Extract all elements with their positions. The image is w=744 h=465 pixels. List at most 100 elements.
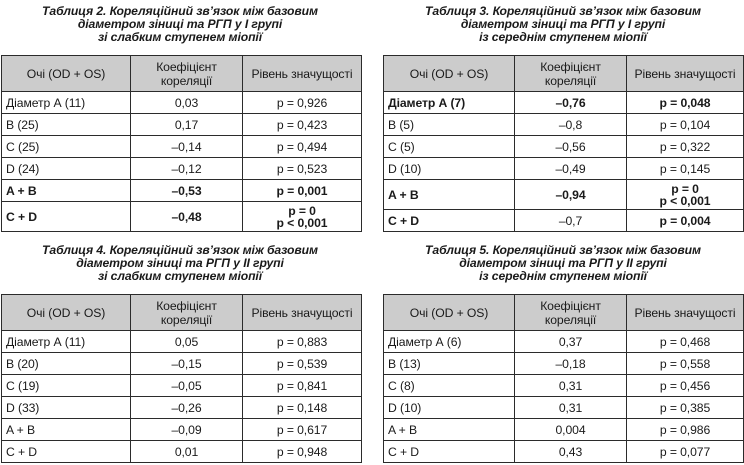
row-label: D (10) (383, 396, 515, 419)
row-significance: p = 0,048 (626, 91, 744, 114)
row-label: Діаметр А (11) (1, 91, 131, 114)
row-coefficient: 0,43 (514, 440, 627, 463)
table-5: Очі (OD + OS) Коефіцієнт кореляції Рівен… (383, 294, 744, 463)
row-significance: p = 0,423 (242, 113, 362, 136)
row-coefficient: –0,53 (130, 179, 243, 202)
table-2-caption: Таблиця 2. Кореляційний зв’язок між базо… (0, 5, 360, 44)
header-coefficient: Коефіцієнт кореляції (514, 55, 627, 92)
table-row: C + D 0,43 p = 0,077 (383, 440, 744, 463)
row-significance: p = 0,948 (242, 440, 362, 463)
caption-line: із середнім ступенем міопії (479, 30, 647, 44)
caption-line: Таблиця 2. Кореляційний зв’язок між базо… (42, 4, 318, 18)
row-label: B (13) (383, 352, 515, 375)
row-label: B (20) (1, 352, 131, 375)
header-eyes: Очі (OD + OS) (383, 55, 515, 92)
row-label: D (10) (383, 157, 515, 180)
row-label: A + B (383, 418, 515, 441)
row-significance: p = 0,883 (242, 330, 362, 353)
table-row: Діаметр А (11) 0,03 p = 0,926 (1, 91, 362, 114)
row-label: C (25) (1, 135, 131, 158)
row-label: C + D (1, 201, 131, 232)
row-significance: p = 0,077 (626, 440, 744, 463)
row-label: Діаметр А (7) (383, 91, 515, 114)
caption-line: діаметром зіниці та РГП у І групі (77, 17, 283, 31)
row-significance: p = 0,523 (242, 157, 362, 180)
row-label: D (24) (1, 157, 131, 180)
row-coefficient: 0,01 (130, 440, 243, 463)
header-eyes: Очі (OD + OS) (383, 294, 515, 331)
row-significance: p = 0,986 (626, 418, 744, 441)
table-row: B (5) –0,8 p = 0,104 (383, 113, 744, 136)
row-significance: p = 0,558 (626, 352, 744, 375)
header-eyes: Очі (OD + OS) (1, 55, 131, 92)
row-significance: p = 0,148 (242, 396, 362, 419)
caption-line: діаметром зіниці та РГП у ІІ групі (76, 256, 284, 270)
table-row: Діаметр А (6) 0,37 p = 0,468 (383, 330, 744, 353)
header-coefficient: Коефіцієнт кореляції (514, 294, 627, 331)
row-label: B (5) (383, 113, 515, 136)
row-label: C (8) (383, 374, 515, 397)
header-significance: Рівень значущості (626, 294, 744, 331)
row-label: D (33) (1, 396, 131, 419)
caption-line: діаметром зіниці та РГП у І групі (460, 17, 666, 31)
row-coefficient: 0,31 (514, 374, 627, 397)
table-3: Очі (OD + OS) Коефіцієнт кореляції Рівен… (383, 55, 744, 232)
table-row: C + D 0,01 p = 0,948 (1, 440, 362, 463)
table-4: Очі (OD + OS) Коефіцієнт кореляції Рівен… (1, 294, 362, 463)
table-row: C (25) –0,14 p = 0,494 (1, 135, 362, 158)
row-coefficient: 0,17 (130, 113, 243, 136)
caption-line: Таблиця 3. Кореляційний зв’язок між базо… (425, 4, 701, 18)
row-coefficient: –0,7 (514, 209, 627, 232)
table-row: Діаметр А (11) 0,05 p = 0,883 (1, 330, 362, 353)
row-coefficient: –0,56 (514, 135, 627, 158)
row-coefficient: –0,18 (514, 352, 627, 375)
table-row: A + B –0,53 p = 0,001 (1, 179, 362, 202)
table-row: Діаметр А (7) –0,76 p = 0,048 (383, 91, 744, 114)
table-row: C + D –0,7 p = 0,004 (383, 209, 744, 232)
row-coefficient: –0,94 (514, 179, 627, 210)
row-significance: p = 0,468 (626, 330, 744, 353)
row-coefficient: 0,05 (130, 330, 243, 353)
row-coefficient: –0,8 (514, 113, 627, 136)
row-significance: p = 0,494 (242, 135, 362, 158)
row-significance: p = 0,841 (242, 374, 362, 397)
table-row: C (5) –0,56 p = 0,322 (383, 135, 744, 158)
table-row: B (20) –0,15 p = 0,539 (1, 352, 362, 375)
row-significance: p = 0,104 (626, 113, 744, 136)
row-coefficient: –0,26 (130, 396, 243, 419)
row-coefficient: –0,48 (130, 201, 243, 232)
caption-line: Таблиця 4. Кореляційний зв’язок між базо… (42, 243, 318, 257)
row-coefficient: –0,15 (130, 352, 243, 375)
table-row: A + B –0,94 p = 0 p < 0,001 (383, 179, 744, 210)
row-label: C + D (1, 440, 131, 463)
caption-line: із середнім ступенем міопії (479, 269, 647, 283)
table-row: C (19) –0,05 p = 0,841 (1, 374, 362, 397)
row-significance: p = 0,322 (626, 135, 744, 158)
row-significance: p = 0,145 (626, 157, 744, 180)
header-coefficient: Коефіцієнт кореляції (130, 55, 243, 92)
table-3-caption: Таблиця 3. Кореляційний зв’язок між базо… (383, 5, 743, 44)
header-significance: Рівень значущості (242, 55, 362, 92)
row-label: Діаметр А (11) (1, 330, 131, 353)
row-label: C + D (383, 440, 515, 463)
row-significance: p = 0,004 (626, 209, 744, 232)
row-label: C (5) (383, 135, 515, 158)
header-coefficient: Коефіцієнт кореляції (130, 294, 243, 331)
row-label: Діаметр А (6) (383, 330, 515, 353)
table-row: D (10) 0,31 p = 0,385 (383, 396, 744, 419)
row-significance: p = 0,926 (242, 91, 362, 114)
row-significance: p = 0,001 (242, 179, 362, 202)
row-significance: p = 0,617 (242, 418, 362, 441)
row-significance: p = 0 p < 0,001 (242, 201, 362, 232)
row-coefficient: –0,12 (130, 157, 243, 180)
row-significance: p = 0,456 (626, 374, 744, 397)
row-significance: p = 0,539 (242, 352, 362, 375)
table-row: D (10) –0,49 p = 0,145 (383, 157, 744, 180)
table-row: A + B –0,09 p = 0,617 (1, 418, 362, 441)
row-label: A + B (1, 179, 131, 202)
table-5-caption: Таблиця 5. Кореляційний зв’язок між базо… (383, 244, 743, 283)
row-coefficient: –0,09 (130, 418, 243, 441)
table-row: C + D –0,48 p = 0 p < 0,001 (1, 201, 362, 232)
row-label: A + B (1, 418, 131, 441)
row-coefficient: 0,004 (514, 418, 627, 441)
